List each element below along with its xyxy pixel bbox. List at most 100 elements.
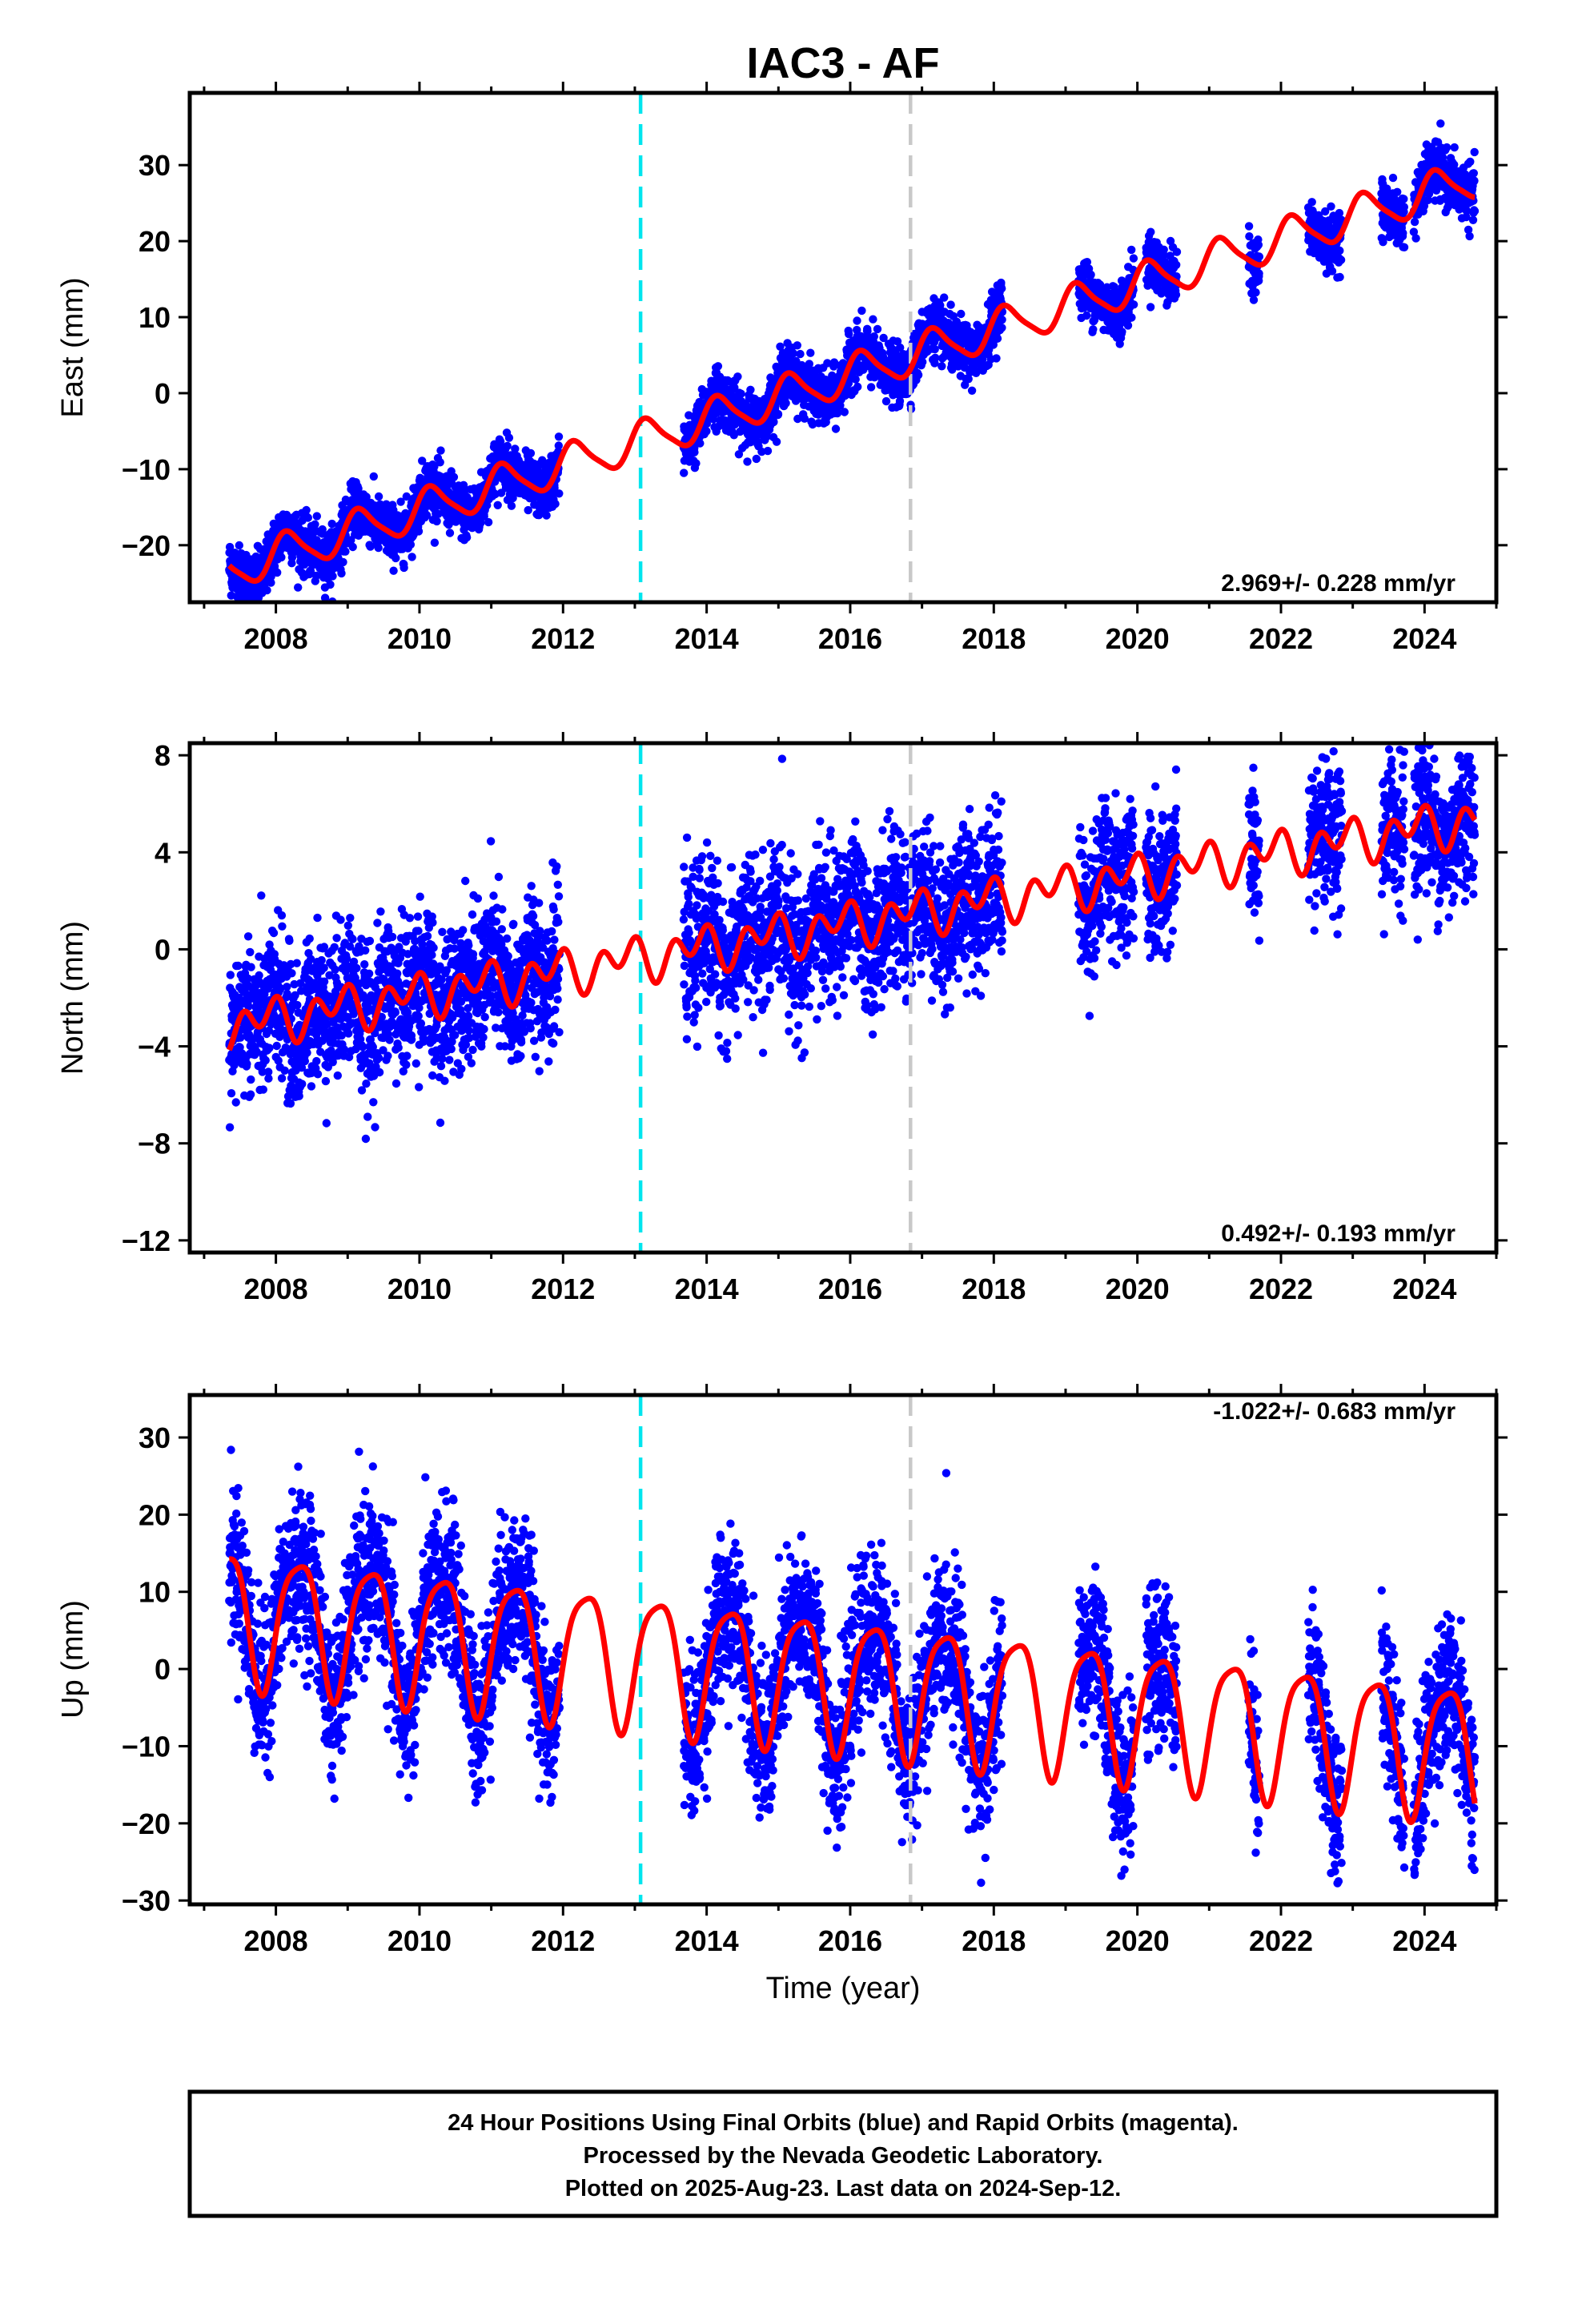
- east-data-point: [692, 459, 701, 468]
- north-data-point: [300, 1056, 309, 1066]
- east-y-tick-label: −10: [122, 453, 171, 486]
- east-data-point: [503, 441, 512, 451]
- north-data-point: [264, 1074, 273, 1083]
- north-plot-area: [225, 743, 1480, 1252]
- east-data-point: [998, 316, 1006, 324]
- east-data-point: [408, 553, 416, 561]
- east-data-point: [680, 468, 689, 477]
- east-data-point: [1159, 245, 1168, 254]
- east-y-tick-label: 20: [139, 225, 171, 258]
- east-data-point: [391, 553, 400, 563]
- east-data-point: [930, 344, 939, 354]
- north-final-orbit-points: [225, 743, 1480, 1144]
- east-data-point: [1411, 234, 1420, 243]
- east-data-point: [993, 334, 1002, 343]
- north-data-point: [269, 928, 279, 938]
- east-data-point: [422, 511, 432, 520]
- east-data-point: [998, 284, 1006, 293]
- east-data-point: [853, 382, 862, 392]
- east-data-point: [327, 519, 336, 529]
- east-data-point: [851, 375, 860, 384]
- east-data-point: [400, 563, 408, 573]
- east-data-point: [554, 441, 563, 450]
- north-data-point: [247, 963, 255, 971]
- east-data-point: [1470, 176, 1479, 185]
- east-data-point: [554, 432, 564, 441]
- north-data-point: [285, 936, 294, 946]
- east-data-point: [303, 513, 312, 522]
- east-data-point: [869, 332, 879, 341]
- north-data-point: [292, 959, 301, 967]
- east-data-point: [853, 316, 861, 325]
- east-data-point: [1470, 207, 1480, 215]
- east-data-point: [511, 444, 520, 453]
- east-data-point: [1393, 187, 1402, 196]
- east-data-point: [341, 547, 350, 556]
- north-data-point: [293, 1000, 302, 1010]
- east-data-point: [967, 386, 977, 395]
- north-data-point: [259, 1085, 267, 1094]
- east-data-point: [1172, 260, 1181, 269]
- east-data-point: [1327, 202, 1335, 211]
- east-data-point: [1399, 228, 1407, 238]
- east-data-point: [1127, 313, 1136, 322]
- east-data-point: [940, 293, 949, 302]
- east-x-tick-label: 2020: [1106, 622, 1170, 655]
- east-data-point: [462, 533, 472, 542]
- east-data-point: [418, 456, 427, 465]
- east-data-point: [1146, 303, 1155, 312]
- east-x-tick-label: 2010: [387, 622, 452, 655]
- north-data-point: [261, 1055, 270, 1065]
- east-data-point: [493, 501, 502, 509]
- east-data-point: [1468, 215, 1478, 224]
- east-data-point: [1123, 321, 1133, 330]
- north-data-point: [307, 1082, 316, 1091]
- east-data-point: [806, 348, 815, 357]
- east-data-point: [430, 538, 440, 547]
- north-ylabel: North (mm): [56, 921, 90, 1075]
- east-data-point: [938, 362, 946, 371]
- east-data-point: [1082, 311, 1091, 320]
- east-data-point: [1244, 222, 1254, 231]
- east-data-point: [773, 409, 783, 419]
- north-panel: North (mm) 0.492+/- 0.193 mm/yr 2008 2010…: [56, 732, 1508, 1305]
- north-data-point: [298, 1080, 307, 1088]
- east-data-point: [1171, 290, 1181, 300]
- east-plot-area: [225, 93, 1480, 602]
- east-data-point: [389, 566, 398, 575]
- east-data-point: [312, 512, 321, 521]
- east-data-point: [542, 511, 551, 520]
- east-data-point: [840, 408, 849, 416]
- north-data-point: [313, 1070, 323, 1079]
- east-final-orbit-points: [225, 119, 1480, 602]
- north-data-point: [272, 1041, 281, 1051]
- east-data-point: [957, 309, 966, 319]
- east-data-point: [235, 541, 243, 550]
- east-data-point: [432, 517, 441, 526]
- east-data-point: [452, 517, 461, 525]
- east-data-point: [484, 517, 493, 527]
- east-data-point: [857, 306, 866, 316]
- east-panel: East (mm) 2.969+/- 0.228 mm/yr 2008 2010 2…: [56, 82, 1508, 655]
- east-data-point: [702, 427, 711, 436]
- north-data-point: [313, 913, 322, 923]
- east-data-point: [1129, 300, 1138, 309]
- east-data-point: [1470, 147, 1479, 157]
- east-data-point: [1450, 143, 1459, 152]
- east-data-point: [869, 315, 877, 324]
- east-x-tick-label: 2014: [675, 622, 739, 655]
- east-data-point: [743, 457, 752, 466]
- east-data-point: [476, 518, 485, 528]
- north-data-point: [243, 1059, 251, 1068]
- east-data-point: [1399, 195, 1408, 203]
- east-data-point: [337, 569, 346, 578]
- north-data-point: [278, 922, 287, 931]
- north-data-point: [246, 1090, 255, 1099]
- east-data-point: [1307, 198, 1316, 207]
- east-data-point: [306, 566, 315, 576]
- north-data-point: [231, 1098, 240, 1107]
- east-data-point: [1118, 328, 1126, 336]
- east-data-point: [1388, 173, 1398, 183]
- east-data-point: [402, 492, 411, 501]
- east-data-point: [504, 433, 514, 442]
